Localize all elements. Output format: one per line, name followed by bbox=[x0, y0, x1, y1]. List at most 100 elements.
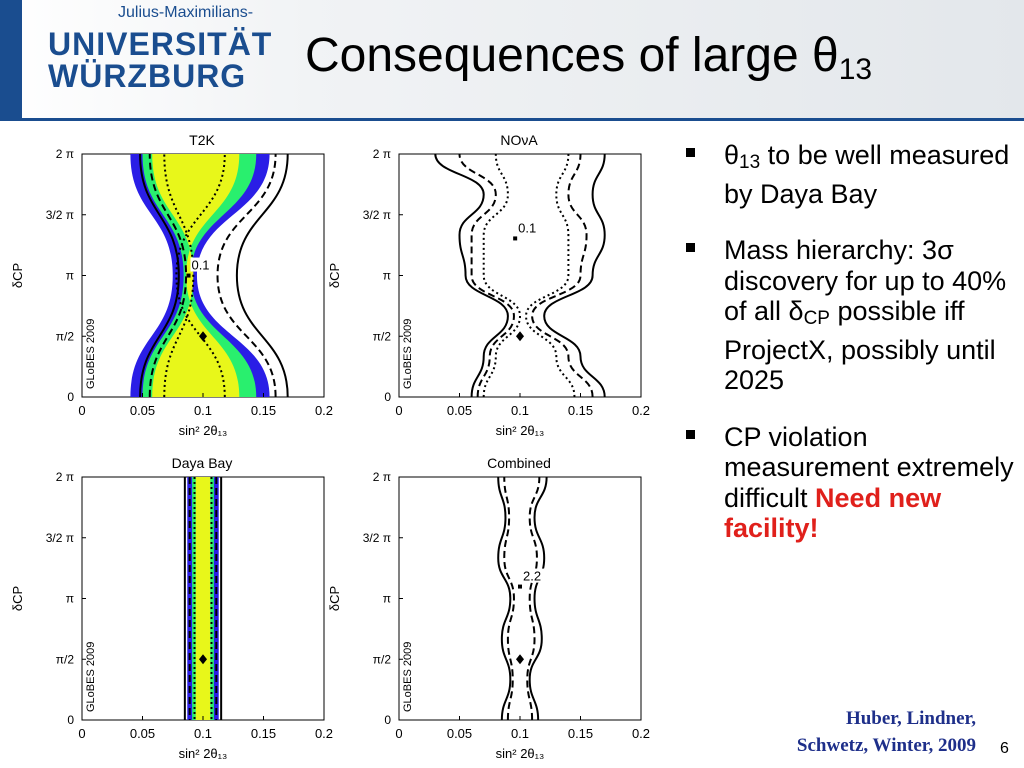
y-tick-label: 3/2 π bbox=[363, 208, 391, 222]
x-tick-label: 0.2 bbox=[632, 403, 650, 418]
slide-header: Julius-Maximilians- UNIVERSITÄT WÜRZBURG… bbox=[0, 0, 1024, 118]
x-tick-label: 0.1 bbox=[511, 403, 529, 418]
true-value-marker bbox=[199, 654, 207, 665]
y-tick-label: π/2 bbox=[56, 652, 75, 666]
bullet-item: CP violation measurement extremely diffi… bbox=[686, 422, 1016, 544]
plot-area bbox=[434, 154, 606, 397]
true-value-marker bbox=[516, 331, 524, 342]
x-tick-label: 0.15 bbox=[251, 726, 276, 741]
citation-line-1: Huber, Lindner, bbox=[845, 708, 976, 729]
plot-frame bbox=[81, 476, 325, 721]
contour-line-dashed bbox=[148, 154, 188, 397]
contour-line-dashed bbox=[216, 154, 277, 397]
annotation-point bbox=[513, 236, 518, 241]
plot-title: T2K bbox=[189, 132, 215, 148]
y-tick-label: 2 π bbox=[373, 147, 391, 161]
bullet-text: θ bbox=[724, 140, 740, 170]
x-tick-label: 0.05 bbox=[447, 726, 472, 741]
logo-stripe bbox=[0, 0, 22, 118]
citation-line-2: Schwetz, Winter, 2009 bbox=[796, 735, 976, 756]
annotation-label-bg bbox=[517, 220, 542, 235]
x-tick-label: 0 bbox=[395, 726, 402, 741]
y-axis-label: δCP bbox=[10, 263, 25, 288]
y-tick-label: 2 π bbox=[56, 147, 74, 161]
x-axis-label: sin² 2θ₁₃ bbox=[179, 423, 228, 438]
x-tick-label: 0.2 bbox=[315, 726, 333, 741]
contour-line-solid bbox=[497, 477, 512, 720]
bullet-highlight: Need new facility! bbox=[724, 482, 942, 544]
confidence-region-blue bbox=[130, 154, 270, 397]
y-tick-label: π/2 bbox=[56, 329, 75, 343]
annotation-label: 0.1 bbox=[191, 258, 209, 273]
y-tick-label: π/2 bbox=[373, 652, 392, 666]
contour-line-solid bbox=[543, 154, 606, 397]
confidence-band-yellow bbox=[195, 477, 211, 720]
x-tick-label: 0.2 bbox=[632, 726, 650, 741]
y-tick-label: 2 π bbox=[56, 470, 74, 484]
y-tick-label: 0 bbox=[384, 713, 391, 727]
y-tick-label: 0 bbox=[67, 390, 74, 404]
contour-line-solid bbox=[528, 477, 548, 720]
contour-line-dashed bbox=[526, 477, 541, 720]
annotation-point bbox=[186, 273, 191, 278]
x-tick-label: 0.1 bbox=[194, 403, 212, 418]
true-value-marker bbox=[199, 331, 207, 342]
title-subscript: 13 bbox=[838, 53, 873, 86]
university-logo: Julius-Maximilians- UNIVERSITÄT WÜRZBURG bbox=[0, 0, 280, 118]
y-tick-label: π bbox=[383, 269, 391, 283]
x-tick-label: 0.05 bbox=[447, 403, 472, 418]
bullet-text: possible iff ProjectX, possibly until 20… bbox=[724, 296, 996, 395]
bullet-list: θ13 to be well measured by Daya Bay Mass … bbox=[686, 140, 1016, 570]
bullet-item: θ13 to be well measured by Daya Bay bbox=[686, 140, 1016, 209]
y-tick-label: π bbox=[66, 592, 74, 606]
contour-line-dotted bbox=[525, 154, 576, 397]
annotation-label: 0.1 bbox=[518, 220, 536, 235]
y-axis-label: δCP bbox=[327, 586, 342, 611]
slide-title: Consequences of large θ13 bbox=[305, 28, 872, 87]
contour-line-dashed bbox=[531, 154, 594, 397]
x-tick-label: 0.1 bbox=[194, 726, 212, 741]
x-tick-label: 0 bbox=[78, 726, 85, 741]
bullet-text: CP violation measurement extremely diffi… bbox=[724, 421, 1014, 513]
contour-line-solid bbox=[235, 154, 289, 397]
bullet-item: Mass hierarchy: 3σ discovery for up to 4… bbox=[686, 235, 1016, 396]
annotation-label-bg bbox=[522, 568, 546, 583]
x-tick-label: 0.1 bbox=[511, 726, 529, 741]
contour-line-dashed bbox=[458, 154, 515, 397]
x-axis-label: sin² 2θ₁₃ bbox=[179, 746, 228, 761]
globes-watermark: GLoBES 2009 bbox=[402, 642, 414, 712]
header-rule bbox=[0, 118, 1024, 121]
plot-area bbox=[130, 154, 289, 397]
bullet-text: Mass hierarchy: 3σ discovery for up to 4… bbox=[724, 235, 1007, 326]
y-tick-label: 0 bbox=[67, 713, 74, 727]
contour-line-dotted bbox=[163, 154, 195, 397]
annotation-point bbox=[518, 584, 522, 589]
y-tick-label: 3/2 π bbox=[46, 531, 74, 545]
y-tick-label: π bbox=[66, 269, 74, 283]
logo-line-2: WÜRZBURG bbox=[48, 58, 247, 94]
bullet-marker-icon bbox=[686, 243, 695, 252]
logo-line-1: UNIVERSITÄT bbox=[48, 26, 273, 62]
globes-watermark: GLoBES 2009 bbox=[85, 319, 97, 389]
confidence-region-green bbox=[142, 154, 257, 397]
x-axis-label: sin² 2θ₁₃ bbox=[496, 746, 545, 761]
plot-frame bbox=[398, 153, 642, 398]
bullet-marker-icon bbox=[686, 429, 695, 439]
x-tick-label: 0.15 bbox=[568, 726, 593, 741]
bullet-marker-icon bbox=[686, 148, 695, 157]
x-tick-label: 0.15 bbox=[568, 403, 593, 418]
y-tick-label: 0 bbox=[384, 390, 391, 404]
y-tick-label: 2 π bbox=[373, 470, 391, 484]
y-tick-label: 3/2 π bbox=[363, 531, 391, 545]
contour-line-solid bbox=[434, 154, 509, 397]
confidence-region-yellow bbox=[152, 154, 240, 397]
bullet-text: to be well measured by Daya Bay bbox=[724, 140, 1010, 209]
plot-area bbox=[183, 477, 223, 720]
x-tick-label: 0 bbox=[78, 403, 85, 418]
y-axis-label: δCP bbox=[327, 263, 342, 288]
plot-title: Combined bbox=[487, 455, 551, 471]
y-tick-label: 3/2 π bbox=[46, 208, 74, 222]
plot-title: Daya Bay bbox=[171, 455, 233, 471]
confidence-band-green bbox=[192, 477, 214, 720]
y-tick-label: π bbox=[383, 592, 391, 606]
